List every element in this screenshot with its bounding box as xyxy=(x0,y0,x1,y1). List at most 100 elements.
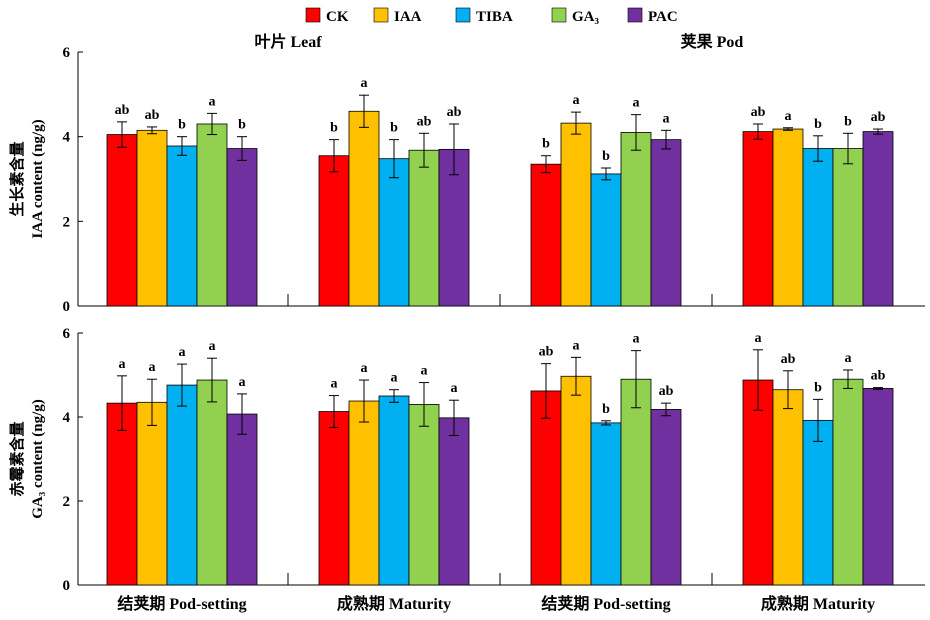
y-axis-label-en-0: IAA content (ng/g) xyxy=(30,119,46,238)
sig-label-0-4-3: ab xyxy=(871,110,886,125)
bar-0-TIBA-1 xyxy=(378,158,410,307)
sig-label-1-1-2: a xyxy=(573,338,580,353)
bar-0-GA₃-2 xyxy=(620,132,652,307)
bar-1-CK-0 xyxy=(106,402,138,586)
sig-label-1-1-3: ab xyxy=(781,352,796,367)
bar-0-IAA-0 xyxy=(136,129,168,307)
sig-label-0-3-3: b xyxy=(844,114,852,129)
bar-0-PAC-2 xyxy=(650,139,682,307)
y-tick-label-1-1: 2 xyxy=(63,494,71,510)
y-tick-label-1-3: 6 xyxy=(63,326,71,342)
bar-0-TIBA-2 xyxy=(590,173,622,307)
bar-1-IAA-0 xyxy=(136,401,168,586)
sig-label-1-2-2: b xyxy=(602,402,610,417)
sig-label-0-3-2: a xyxy=(633,96,640,111)
bar-0-IAA-2 xyxy=(560,122,592,307)
sig-label-0-2-0: b xyxy=(178,118,186,133)
sig-label-0-0-0: ab xyxy=(115,103,130,118)
panel-title-pod: 荚果 Pod xyxy=(681,32,744,51)
sig-label-0-0-2: b xyxy=(542,137,550,152)
legend-swatch-1 xyxy=(373,7,389,23)
category-label-2: 结荚期 Pod-setting xyxy=(540,594,670,613)
bar-1-PAC-3 xyxy=(862,388,894,586)
legend-swatch-2 xyxy=(455,7,471,23)
sig-label-0-0-1: b xyxy=(330,121,338,136)
category-label-0: 结荚期 Pod-setting xyxy=(116,594,246,613)
sig-label-0-1-1: a xyxy=(361,76,368,91)
y-tick-label-1-0: 0 xyxy=(63,578,71,594)
sig-label-1-1-1: a xyxy=(361,361,368,376)
sig-label-0-2-1: b xyxy=(390,121,398,136)
bar-1-PAC-1 xyxy=(438,417,470,586)
sig-label-0-2-3: b xyxy=(814,117,822,132)
category-label-1: 成熟期 Maturity xyxy=(337,594,451,613)
y-tick-label-0-1: 2 xyxy=(63,214,71,230)
y-axis-label-en-1: GA₃ content (ng/g) xyxy=(30,399,46,519)
sig-label-0-0-3: ab xyxy=(751,105,766,120)
bar-0-CK-3 xyxy=(742,131,774,307)
sig-label-0-1-2: a xyxy=(573,93,580,108)
legend-label-2: TIBA xyxy=(476,9,513,25)
legend-label-3: GA₃ xyxy=(572,9,600,25)
y-axis-label-cn-0: 生长素含量 xyxy=(8,141,26,216)
legend-label-0: CK xyxy=(326,9,349,25)
y-axis-label-cn-1: 赤霉素含量 xyxy=(8,421,26,496)
sig-label-1-4-0: a xyxy=(239,375,246,390)
bar-0-TIBA-3 xyxy=(802,148,834,307)
bar-1-CK-3 xyxy=(742,379,774,586)
bar-0-PAC-1 xyxy=(438,148,470,307)
legend-label-4: PAC xyxy=(648,9,678,25)
bar-1-IAA-2 xyxy=(560,375,592,586)
panel-title-leaf: 叶片 Leaf xyxy=(254,32,322,51)
sig-label-1-1-0: a xyxy=(149,360,156,375)
bar-1-IAA-1 xyxy=(348,400,380,586)
sig-label-1-3-1: a xyxy=(421,364,428,379)
sig-label-1-2-1: a xyxy=(391,371,398,386)
bar-0-GA₃-3 xyxy=(832,148,864,307)
bar-1-TIBA-2 xyxy=(590,422,622,586)
bar-0-GA₃-0 xyxy=(196,123,228,307)
legend-label-1: IAA xyxy=(394,9,422,25)
sig-label-1-0-0: a xyxy=(119,357,126,372)
category-label-3: 成熟期 Maturity xyxy=(761,594,875,613)
bar-1-TIBA-3 xyxy=(802,419,834,586)
bar-1-CK-1 xyxy=(318,411,350,586)
bar-0-CK-1 xyxy=(318,155,350,307)
bar-1-GA₃-3 xyxy=(832,378,864,586)
y-tick-label-0-0: 0 xyxy=(63,299,71,315)
bar-0-IAA-3 xyxy=(772,128,804,307)
sig-label-0-4-1: ab xyxy=(447,105,462,120)
bar-0-CK-0 xyxy=(106,134,138,307)
sig-label-1-3-3: a xyxy=(845,351,852,366)
bar-0-IAA-1 xyxy=(348,110,380,307)
sig-label-1-4-2: ab xyxy=(659,384,674,399)
bar-0-PAC-0 xyxy=(226,148,258,307)
y-tick-label-0-3: 6 xyxy=(63,45,71,61)
sig-label-0-1-3: a xyxy=(785,109,792,124)
bar-0-PAC-3 xyxy=(862,131,894,307)
bar-1-PAC-2 xyxy=(650,409,682,586)
bar-1-TIBA-0 xyxy=(166,384,198,586)
sig-label-1-2-3: b xyxy=(814,380,822,395)
bar-1-GA₃-2 xyxy=(620,378,652,586)
legend-swatch-3 xyxy=(551,7,567,23)
sig-label-1-4-3: ab xyxy=(871,369,886,384)
sig-label-0-4-0: b xyxy=(238,118,246,133)
y-tick-label-0-2: 4 xyxy=(63,130,71,146)
bar-0-TIBA-0 xyxy=(166,145,198,307)
legend-swatch-4 xyxy=(627,7,643,23)
bar-1-GA₃-1 xyxy=(408,403,440,586)
sig-label-1-0-3: a xyxy=(755,331,762,346)
bar-0-CK-2 xyxy=(530,163,562,307)
sig-label-1-2-0: a xyxy=(179,345,186,360)
bar-1-TIBA-1 xyxy=(378,395,410,586)
sig-label-0-1-0: ab xyxy=(145,108,160,123)
sig-label-1-0-2: ab xyxy=(539,345,554,360)
legend-swatch-0 xyxy=(305,7,321,23)
sig-label-1-4-1: a xyxy=(451,381,458,396)
bar-1-IAA-3 xyxy=(772,389,804,586)
bar-1-CK-2 xyxy=(530,390,562,586)
sig-label-0-3-0: a xyxy=(209,94,216,109)
sig-label-1-3-0: a xyxy=(209,339,216,354)
